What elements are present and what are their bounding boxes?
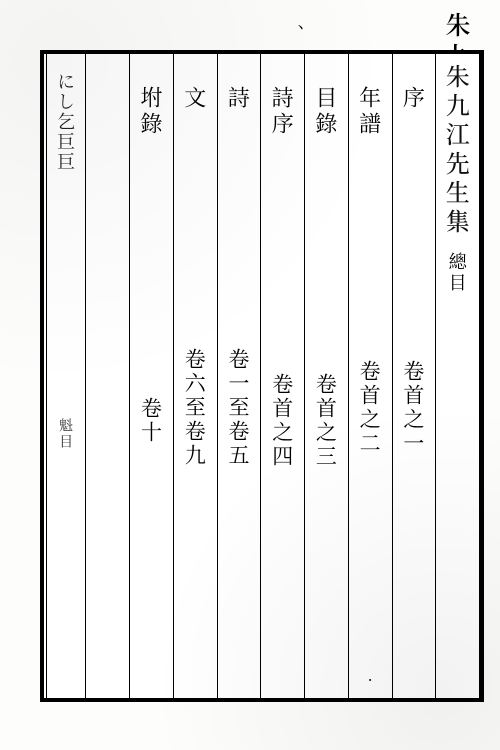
col-title: 朱九江先生集: [445, 64, 470, 238]
entry-sub: 卷首之三: [311, 373, 341, 469]
xu-col: 序 卷首之一: [393, 54, 437, 698]
wen-col: 文 卷六至卷九: [174, 54, 218, 698]
blank-col: [86, 54, 130, 698]
mulu-col: 目錄 卷首之三: [305, 54, 349, 698]
running-head: にし乞巨巨: [53, 72, 79, 172]
text-frame: 朱九江先生集 總目 序 卷首之一 年譜 卷首之二 . 目錄 卷首之三 詩序: [40, 50, 484, 702]
entry-label: 詩: [223, 86, 254, 112]
entry-sub: 卷六至卷九: [180, 348, 210, 468]
shixu-col: 詩序 卷首之四: [261, 54, 305, 698]
entry-label: 坿錄: [136, 86, 167, 138]
entry-label: 目錄: [311, 86, 342, 138]
entry-sub: 卷首之四: [268, 373, 298, 469]
entry-label: 年譜: [355, 86, 386, 138]
entry-sub: 卷首之一: [399, 360, 429, 456]
dot-mark: .: [368, 663, 373, 686]
entry-label: 文: [180, 86, 211, 112]
entry-label: 序: [398, 86, 429, 112]
center-mark: 魁目: [56, 418, 76, 450]
nianpu-col: 年譜 卷首之二 .: [349, 54, 393, 698]
entry-sub: 卷一至卷五: [224, 348, 254, 468]
shi-col: 詩 卷一至卷五: [218, 54, 262, 698]
title-trail: 、: [292, 14, 310, 40]
centerfold-col: にし乞巨巨 魁目: [46, 54, 86, 698]
entry-sub: 卷首之二: [355, 360, 385, 456]
page: 朱九江先生集 、 朱九江先生集 總目 序 卷首之一 年譜 卷首之二 . 目錄 卷…: [0, 0, 500, 750]
title-col: 朱九江先生集 總目: [436, 54, 480, 698]
entry-sub: 卷十: [136, 397, 166, 445]
col-subhead: 總目: [445, 252, 471, 294]
entry-label: 詩序: [267, 86, 298, 138]
fulu-col: 坿錄 卷十: [130, 54, 174, 698]
